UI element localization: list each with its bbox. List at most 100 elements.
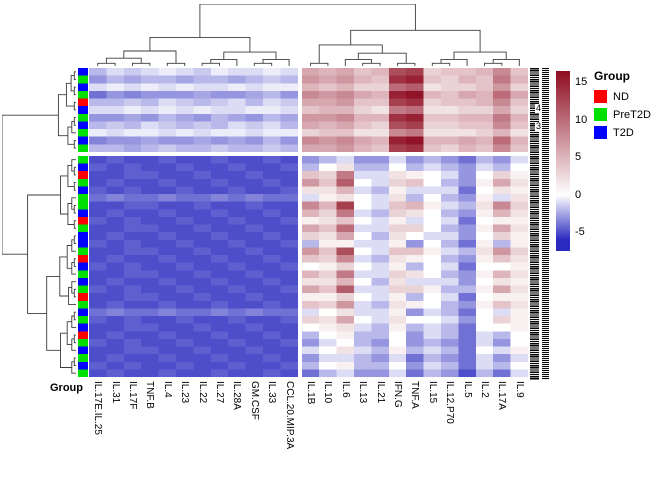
heatmap-cell — [354, 308, 372, 317]
heatmap-cell — [106, 209, 124, 217]
heatmap-cell — [371, 361, 389, 370]
heatmap-cell — [89, 293, 107, 301]
heatmap-cell — [228, 216, 246, 225]
heatmap-cell — [280, 201, 298, 210]
heatmap-cell — [158, 308, 176, 317]
heatmap-cell — [280, 323, 298, 332]
heatmap-cell — [406, 262, 424, 271]
heatmap-cell — [280, 68, 298, 76]
heatmap-cell — [319, 361, 337, 370]
heatmap-cell — [458, 121, 476, 130]
heatmap-cell — [210, 285, 229, 294]
heatmap-cell — [388, 113, 407, 122]
heatmap-cell — [458, 300, 476, 309]
heatmap-cell — [176, 121, 194, 130]
heatmap-cell — [336, 98, 354, 107]
heatmap-cell — [493, 98, 511, 107]
heatmap-cell — [441, 316, 459, 324]
heatmap-cell — [141, 90, 159, 99]
row-group-swatch — [78, 331, 88, 339]
column-label: IL.23 — [179, 381, 191, 404]
heatmap-cell — [263, 171, 281, 179]
heatmap-cell — [510, 247, 528, 256]
heatmap-cell — [245, 113, 263, 122]
row-labels-texture — [530, 68, 539, 380]
heatmap-cell — [141, 163, 159, 172]
heatmap-cell — [263, 216, 281, 225]
heatmap-cell — [441, 113, 459, 122]
heatmap-cell — [193, 171, 211, 179]
heatmap-cell — [141, 293, 159, 301]
heatmap-cell — [210, 201, 229, 210]
heatmap-cell — [510, 232, 528, 240]
heatmap-cell — [371, 308, 389, 317]
heatmap-cell — [141, 361, 159, 370]
heatmap-cell — [176, 323, 194, 332]
heatmap-cell — [388, 346, 407, 355]
heatmap-cell — [301, 247, 320, 256]
heatmap-cell — [319, 316, 337, 324]
heatmap-cell — [371, 300, 389, 309]
heatmap-cell — [280, 239, 298, 248]
heatmap-cell — [301, 270, 320, 278]
heatmap-cell — [301, 346, 320, 355]
heatmap-cell — [406, 361, 424, 370]
heatmap-cell — [354, 163, 372, 172]
heatmap-cell — [301, 90, 320, 99]
heatmap-cell — [123, 171, 142, 179]
heatmap-cell — [423, 300, 441, 309]
heatmap-cell — [388, 178, 407, 187]
row-group-swatch — [78, 262, 88, 271]
heatmap-cell — [458, 194, 476, 202]
heatmap-cell — [263, 163, 281, 172]
heatmap-cell — [193, 209, 211, 217]
heatmap-cell — [458, 75, 476, 84]
heatmap-cell — [176, 113, 194, 122]
heatmap-cell — [388, 255, 407, 263]
heatmap-cell — [280, 171, 298, 179]
heatmap-cell — [441, 331, 459, 339]
legend-label: T2D — [613, 126, 634, 139]
heatmap-cell — [263, 224, 281, 233]
heatmap-cell — [493, 239, 511, 248]
heatmap-cell — [141, 270, 159, 278]
heatmap-cell — [123, 90, 142, 99]
heatmap-cell — [280, 194, 298, 202]
color-scale-legend: 15 10 5 0 -5 — [556, 71, 600, 253]
heatmap-cell — [336, 285, 354, 294]
heatmap-cell — [319, 106, 337, 114]
heatmap-cell — [193, 68, 211, 76]
heatmap-cell — [319, 239, 337, 248]
heatmap-cell — [245, 354, 263, 362]
heatmap-cell — [158, 113, 176, 122]
heatmap-cell — [388, 232, 407, 240]
heatmap-cell — [510, 216, 528, 225]
heatmap-cell — [263, 247, 281, 256]
heatmap-cell — [371, 163, 389, 172]
heatmap-cell — [228, 75, 246, 84]
heatmap-cell — [176, 361, 194, 370]
heatmap-cell — [301, 155, 320, 164]
column-label: IL.21 — [374, 381, 386, 404]
heatmap-cell — [493, 232, 511, 240]
heatmap-cell — [193, 293, 211, 301]
heatmap-cell — [354, 346, 372, 355]
heatmap-cell — [371, 83, 389, 91]
heatmap-cell — [193, 277, 211, 286]
heatmap-cell — [176, 239, 194, 248]
heatmap-cell — [280, 361, 298, 370]
row-group-swatch — [78, 209, 88, 217]
heatmap-cell — [228, 270, 246, 278]
row-group-swatch — [78, 293, 88, 301]
column-label: IL.2 — [479, 381, 490, 398]
heatmap-cell — [406, 323, 424, 332]
heatmap-cell — [176, 277, 194, 286]
heatmap-cell — [263, 300, 281, 309]
heatmap-cell — [228, 331, 246, 339]
heatmap-cell — [336, 331, 354, 339]
row-group-swatch — [78, 83, 88, 91]
heatmap-cell — [89, 121, 107, 130]
heatmap-cell — [406, 106, 424, 114]
heatmap-cell — [228, 232, 246, 240]
heatmap-cell — [475, 262, 494, 271]
